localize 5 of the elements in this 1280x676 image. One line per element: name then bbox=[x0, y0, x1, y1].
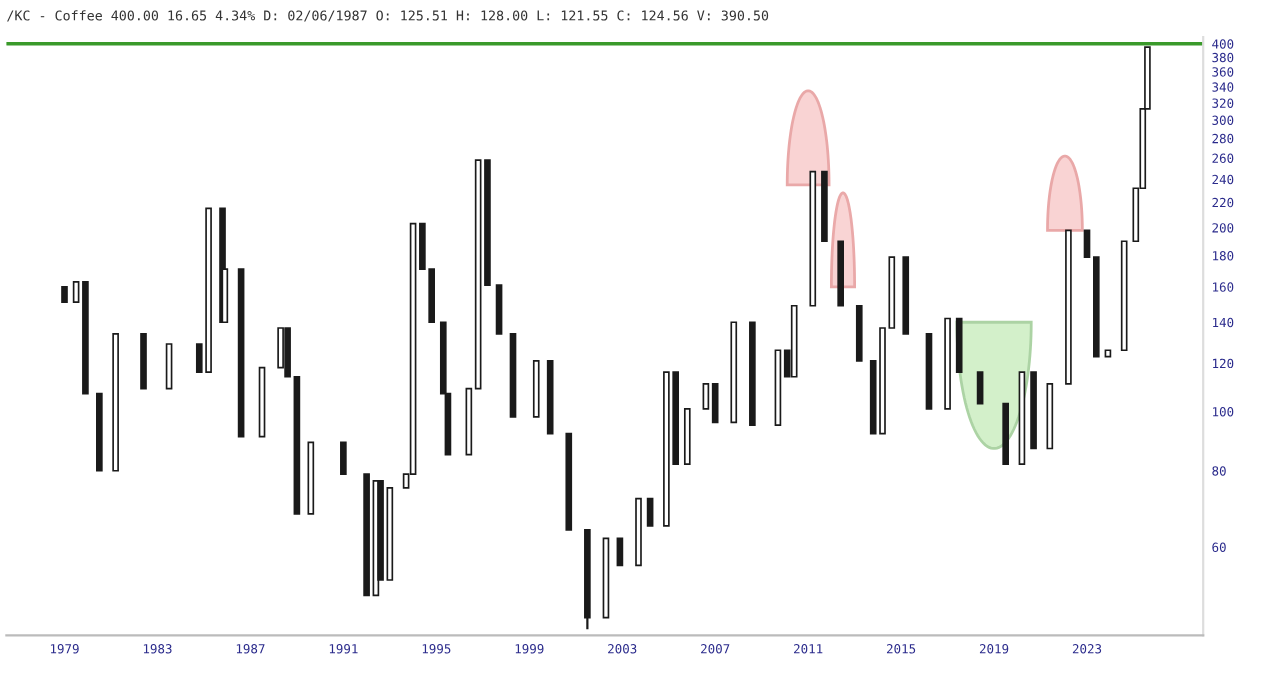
candlestick bbox=[646, 497, 654, 527]
candlestick bbox=[616, 537, 624, 567]
candlestick bbox=[711, 383, 719, 424]
candlestick bbox=[340, 441, 347, 475]
candlestick bbox=[165, 343, 173, 390]
